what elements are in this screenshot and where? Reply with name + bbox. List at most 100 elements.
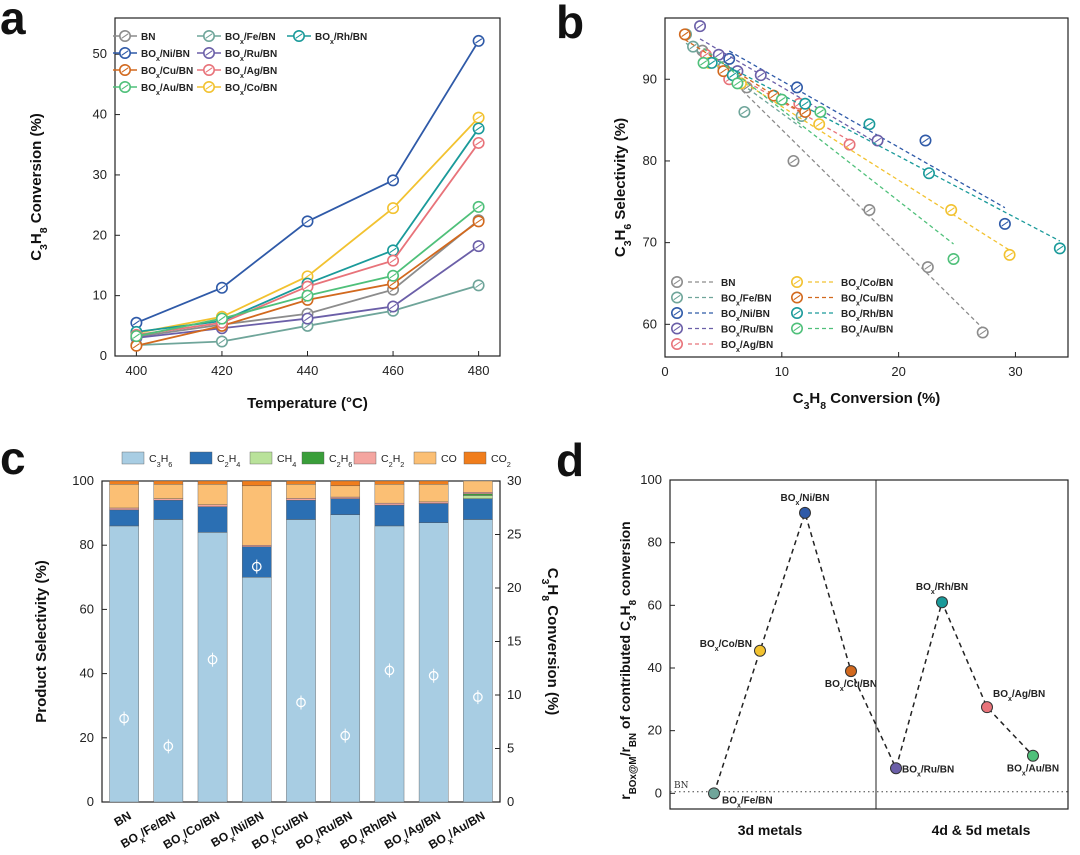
data-point-box-ag-bn-slash: [389, 257, 397, 264]
legend-marker-box-fe-bn-slash: [205, 33, 213, 39]
y-axis-title: Product Selectivity (%): [33, 560, 50, 723]
y-tick-label: 80: [643, 153, 657, 168]
data-point-box-ru-bn-slash: [757, 72, 765, 78]
data-point-box-au-bn-slash: [733, 80, 741, 87]
y-tick-label: 100: [72, 473, 94, 488]
data-point-box-co-bn-slash: [1006, 252, 1014, 258]
legend-marker-box-co-bn-slash: [205, 84, 213, 90]
legend-label-c2h4: C2H4: [217, 453, 240, 469]
point-label-box-au-bn: BOx/Au/BN: [1007, 764, 1059, 778]
bar-segment-co: [197, 484, 228, 505]
x-tick-label: 460: [382, 363, 404, 378]
trend-line-box-ni-bn: [728, 50, 1006, 209]
bn-reference-label: BN: [674, 781, 689, 791]
panel-label-b: b: [556, 0, 584, 48]
legend-label-box-rh-bn: BOx/Rh/BN: [841, 309, 893, 323]
bar-segment-c2h4: [418, 503, 449, 523]
bar-segment-c2h2: [463, 492, 493, 495]
bar-segment-c2h4: [374, 504, 405, 527]
legend-marker-box-ru-bn-slash: [205, 50, 213, 56]
legend-label-box-cu-bn: BOx/Cu/BN: [841, 294, 893, 308]
y-tick-label: 100: [640, 472, 662, 487]
data-point-bn-slash: [789, 158, 798, 164]
y2-axis-title: C3H8 Conversion (%): [539, 568, 561, 716]
x-tick-label: 0: [661, 364, 668, 379]
bar-segment-c3h6: [197, 532, 228, 803]
data-point-box-rh-bn-slash: [475, 125, 483, 132]
data-point-box-ni-bn-slash: [389, 177, 397, 184]
bar-segment-c2h2: [286, 498, 316, 501]
data-point-box-ru-bn-slash: [389, 303, 397, 310]
data-point-box-au-bn-slash: [218, 315, 226, 322]
data-point-box-ni-bn: [799, 506, 811, 519]
x-tick-label: 30: [1008, 364, 1022, 379]
trend-line-box-rh-bn: [711, 57, 1061, 242]
bar-segment-co: [109, 484, 139, 509]
legend-label-co: CO: [441, 453, 457, 465]
data-point-box-rh-bn-slash: [389, 247, 397, 254]
y-tick-label: 60: [643, 316, 657, 331]
legend-marker-box-rh-bn-slash: [793, 310, 801, 316]
data-point-box-cu-bn-slash: [475, 218, 483, 225]
y-tick-label: 0: [655, 785, 662, 800]
data-point-box-ni-bn-slash: [793, 84, 801, 91]
data-point-box-rh-bn-slash: [865, 121, 873, 127]
legend-marker-box-cu-bn-slash: [121, 67, 129, 73]
data-point-box-rh-bn-slash: [801, 101, 809, 107]
data-point-box-au-bn-slash: [303, 292, 312, 299]
x-tick-label: 440: [297, 363, 319, 378]
x-tick-label: 400: [126, 363, 148, 378]
y-tick-label: 60: [648, 597, 662, 612]
bar-segment-c2h4: [153, 500, 184, 520]
y2-tick-label: 5: [507, 741, 514, 756]
point-label-box-fe-bn: BOx/Fe/BN: [722, 795, 773, 809]
bar-segment-c3h6: [330, 514, 361, 803]
data-point-box-co-bn-slash: [389, 205, 397, 211]
data-point-box-fe-bn-slash: [218, 338, 226, 345]
data-point-box-cu-bn: [845, 665, 857, 678]
legend-marker-box-ag-bn-slash: [673, 341, 681, 347]
legend-label-box-ru-bn: BOx/Ru/BN: [225, 49, 277, 63]
data-point-box-ag-bn: [981, 701, 993, 714]
bar-segment-co: [374, 484, 405, 504]
bar-segment-c2h4: [330, 498, 361, 515]
bar-segment-c2h2: [109, 507, 139, 511]
y-tick-label: 40: [80, 666, 94, 681]
y-axis-title: C3H8 Conversion (%): [28, 113, 50, 261]
data-point-box-fe-bn-slash: [475, 282, 483, 289]
legend-marker-box-ru-bn-slash: [673, 325, 681, 332]
trend-line-box-cu-bn: [684, 39, 806, 116]
data-point-box-fe-bn-slash: [689, 43, 697, 50]
bar-segment-co2: [109, 480, 139, 485]
y-axis-title: C3H6 Selectivity (%): [612, 118, 634, 257]
data-point-box-au-bn-slash: [778, 97, 786, 103]
bar-segment-co: [241, 485, 272, 546]
y2-tick-label: 25: [507, 527, 521, 542]
bar-segment-c2h2: [418, 501, 449, 504]
y-tick-label: 20: [93, 227, 107, 242]
bar-segment-c2h2: [197, 504, 228, 507]
panel-label-d: d: [556, 434, 584, 486]
bar-segment-c3h6: [241, 577, 272, 803]
data-point-box-ni-bn-slash: [218, 285, 226, 291]
legend-marker-box-ni-bn-slash: [121, 50, 129, 56]
panel-d-volcano-plot: 0 20 40 60 80 100 BN 3d metals 4d & 5d metals rBO…: [617, 472, 1069, 838]
legend-label-co2: CO2: [491, 453, 511, 469]
bar-segment-c2h6: [463, 493, 493, 496]
x-tick-label-bn: BN: [112, 808, 134, 829]
legend-marker-box-rh-bn-slash: [295, 33, 303, 39]
y-tick-label: 80: [80, 537, 94, 552]
bar-segment-c3h6: [418, 522, 449, 803]
bar-segment-c2h2: [241, 545, 272, 548]
y-tick-label: 20: [648, 723, 662, 738]
legend-label-box-ag-bn: BOx/Ag/BN: [721, 340, 773, 354]
data-point-box-au-bn-slash: [950, 256, 958, 262]
data-point-box-ag-bn-slash: [846, 141, 854, 148]
legend-marker-box-co-bn-slash: [793, 279, 801, 285]
data-point-box-ru-bn-slash: [696, 23, 704, 29]
legend-marker-box-au-bn-slash: [793, 325, 801, 332]
legend-swatch-ch4: [249, 451, 273, 465]
data-point-box-ni-bn-slash: [303, 218, 312, 225]
y2-tick-label: 20: [507, 580, 521, 595]
